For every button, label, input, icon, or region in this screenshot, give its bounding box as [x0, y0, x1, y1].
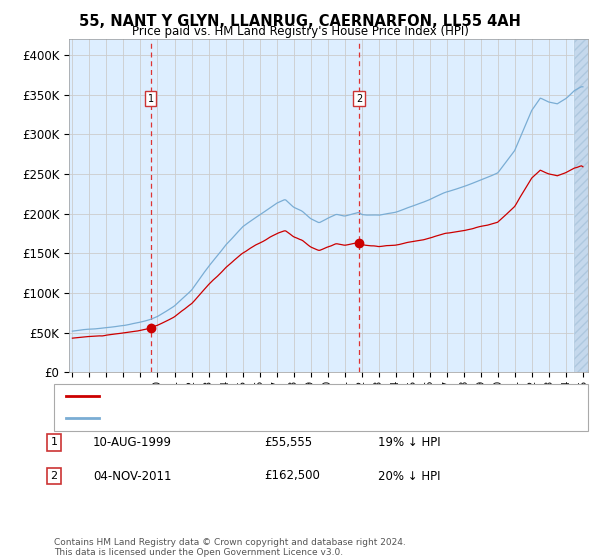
Text: £55,555: £55,555 [264, 436, 312, 449]
Text: HPI: Average price, detached house, Gwynedd: HPI: Average price, detached house, Gwyn… [108, 413, 362, 423]
Text: 20% ↓ HPI: 20% ↓ HPI [378, 469, 440, 483]
Bar [574, 39, 588, 372]
Text: Price paid vs. HM Land Registry's House Price Index (HPI): Price paid vs. HM Land Registry's House … [131, 25, 469, 38]
Text: 10-AUG-1999: 10-AUG-1999 [93, 436, 172, 449]
Text: 2: 2 [356, 94, 362, 104]
Text: Contains HM Land Registry data © Crown copyright and database right 2024.
This d: Contains HM Land Registry data © Crown c… [54, 538, 406, 557]
Text: 55, NANT Y GLYN, LLANRUG, CAERNARFON, LL55 4AH (detached house): 55, NANT Y GLYN, LLANRUG, CAERNARFON, LL… [108, 391, 502, 401]
Text: 1: 1 [50, 437, 58, 447]
Bar [574, 39, 588, 372]
Text: 19% ↓ HPI: 19% ↓ HPI [378, 436, 440, 449]
Text: 55, NANT Y GLYN, LLANRUG, CAERNARFON, LL55 4AH: 55, NANT Y GLYN, LLANRUG, CAERNARFON, LL… [79, 14, 521, 29]
Text: 04-NOV-2011: 04-NOV-2011 [93, 469, 172, 483]
Text: 2: 2 [50, 471, 58, 481]
Text: 1: 1 [148, 94, 154, 104]
Text: £162,500: £162,500 [264, 469, 320, 483]
